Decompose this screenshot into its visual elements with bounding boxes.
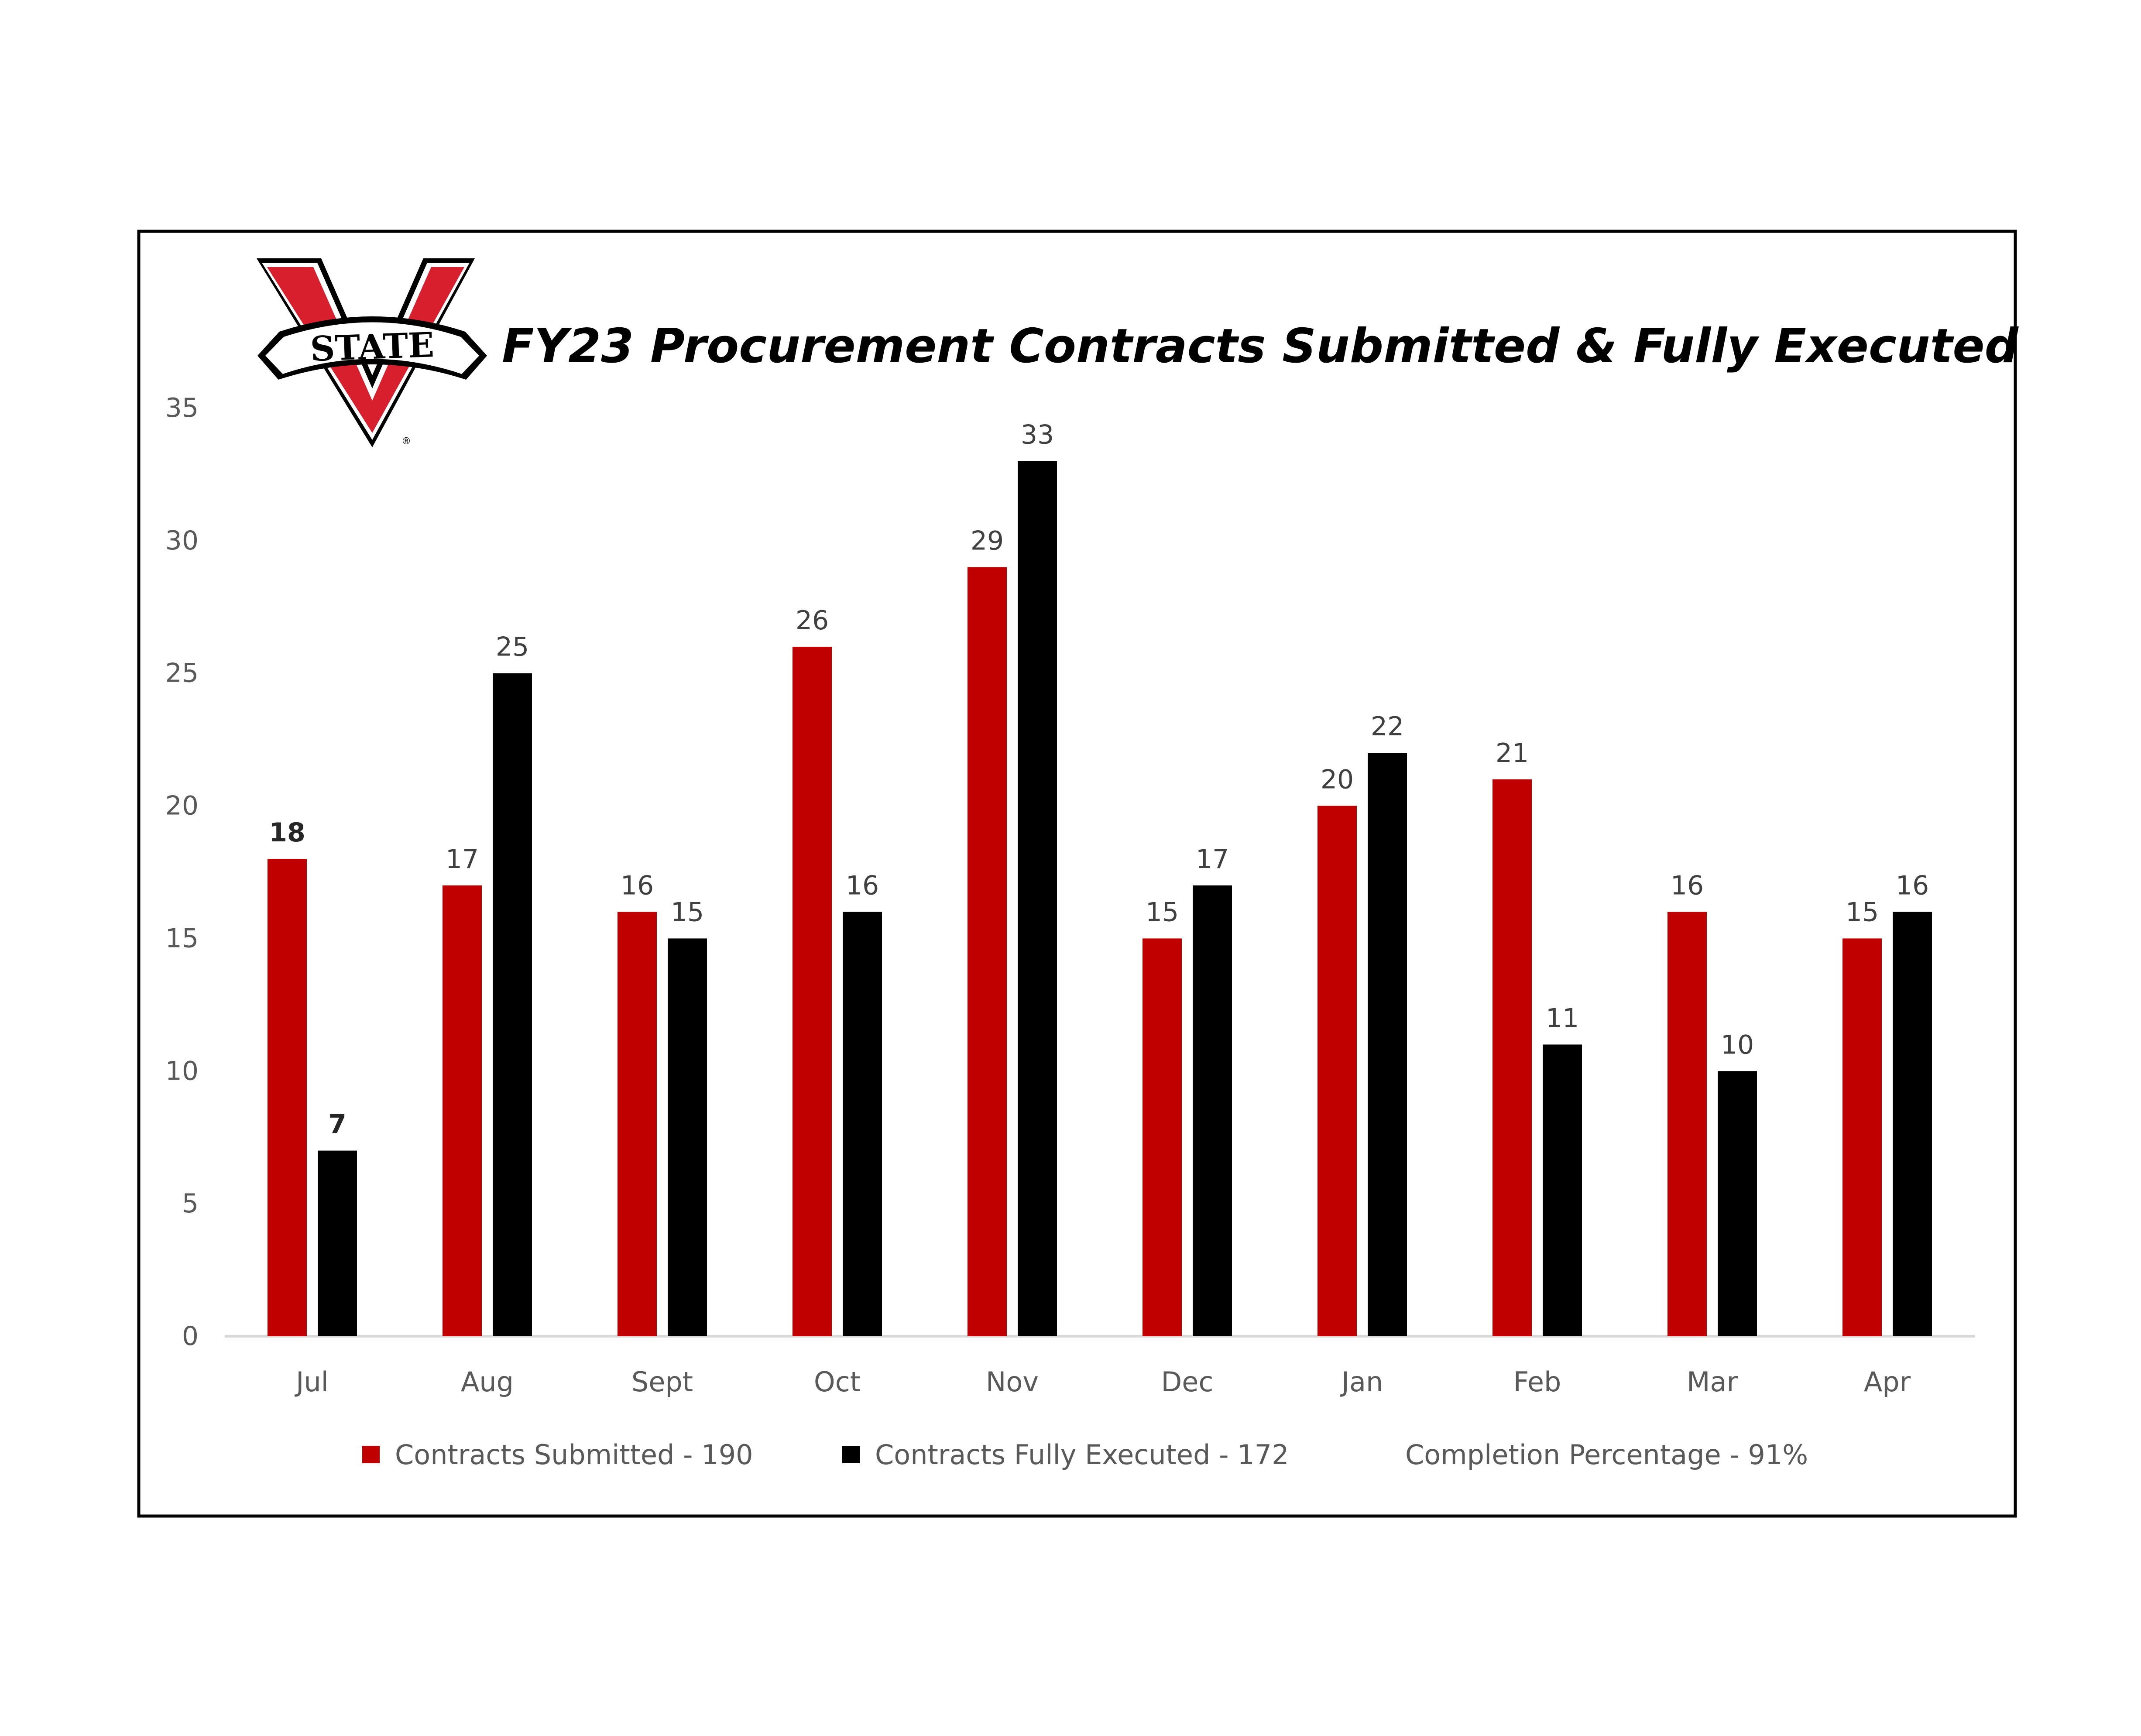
data-label-submitted-aug: 17 bbox=[446, 844, 479, 875]
bars bbox=[268, 461, 1932, 1336]
data-label-submitted-dec: 15 bbox=[1146, 897, 1179, 927]
y-tick-label: 30 bbox=[165, 525, 199, 556]
data-label-submitted-sept: 16 bbox=[621, 871, 654, 901]
value-labels: 18 7 17 25 16 15 26 16 29 33 15 17 20 22 21 11 16 10 15 16 bbox=[269, 420, 1929, 1140]
data-label-executed-sept: 15 bbox=[671, 897, 704, 927]
bar-executed-nov bbox=[1018, 461, 1057, 1336]
x-tick-label-feb: Feb bbox=[1513, 1366, 1561, 1398]
legend: Contracts Submitted - 190 Contracts Full… bbox=[362, 1439, 1808, 1471]
bar-executed-sept bbox=[668, 938, 707, 1336]
data-label-executed-dec: 17 bbox=[1196, 844, 1229, 875]
bar-executed-aug bbox=[493, 673, 532, 1336]
bar-executed-dec bbox=[1193, 885, 1232, 1336]
bar-submitted-sept bbox=[618, 912, 657, 1336]
bar-executed-jul bbox=[318, 1150, 357, 1336]
y-tick-label: 20 bbox=[165, 791, 199, 821]
y-tick-label: 5 bbox=[182, 1188, 199, 1219]
data-label-submitted-jan: 20 bbox=[1321, 765, 1354, 795]
data-label-submitted-nov: 29 bbox=[971, 526, 1004, 556]
x-tick-label-aug: Aug bbox=[461, 1366, 514, 1398]
x-tick-label-mar: Mar bbox=[1687, 1366, 1738, 1398]
data-label-executed-nov: 33 bbox=[1021, 420, 1054, 450]
legend-label-submitted: Contracts Submitted - 190 bbox=[395, 1439, 753, 1471]
data-label-executed-aug: 25 bbox=[496, 632, 529, 662]
category-labels: Jul Aug Sept Oct Nov Dec Jan Feb Mar Apr bbox=[294, 1366, 1911, 1398]
bar-submitted-mar bbox=[1668, 912, 1707, 1336]
bar-executed-apr bbox=[1893, 912, 1932, 1336]
data-label-executed-jul: 7 bbox=[328, 1109, 347, 1140]
y-axis-ticks: 0 5 10 15 20 25 30 35 bbox=[165, 393, 199, 1352]
bar-submitted-dec bbox=[1143, 938, 1182, 1336]
bar-submitted-nov bbox=[968, 567, 1007, 1336]
legend-swatch-executed bbox=[842, 1446, 860, 1463]
data-label-executed-oct: 16 bbox=[846, 871, 879, 901]
y-tick-label: 15 bbox=[165, 923, 199, 954]
y-tick-label: 0 bbox=[182, 1321, 199, 1352]
x-tick-label-sept: Sept bbox=[631, 1366, 693, 1398]
bar-executed-mar bbox=[1718, 1071, 1757, 1336]
x-tick-label-nov: Nov bbox=[986, 1366, 1039, 1398]
x-tick-label-jul: Jul bbox=[294, 1366, 329, 1398]
logo-text: STATE bbox=[309, 325, 435, 369]
data-label-executed-jan: 22 bbox=[1371, 711, 1404, 742]
data-label-executed-mar: 10 bbox=[1721, 1029, 1754, 1060]
x-tick-label-jan: Jan bbox=[1340, 1366, 1383, 1398]
bar-executed-jan bbox=[1368, 753, 1407, 1336]
legend-label-executed: Contracts Fully Executed - 172 bbox=[875, 1439, 1289, 1471]
chart-title: FY23 Procurement Contracts Submitted & F… bbox=[502, 319, 2019, 374]
bar-executed-oct bbox=[843, 912, 882, 1336]
x-tick-label-apr: Apr bbox=[1864, 1366, 1911, 1398]
bar-submitted-jul bbox=[268, 859, 307, 1336]
data-label-submitted-mar: 16 bbox=[1671, 871, 1704, 901]
y-tick-label: 10 bbox=[165, 1056, 199, 1086]
legend-swatch-submitted bbox=[362, 1446, 380, 1463]
bar-submitted-feb bbox=[1493, 779, 1532, 1336]
x-tick-label-dec: Dec bbox=[1161, 1366, 1214, 1398]
v-state-logo: STATE ® bbox=[257, 258, 487, 447]
x-tick-label-oct: Oct bbox=[814, 1366, 861, 1398]
svg-text:®: ® bbox=[401, 436, 411, 447]
data-label-submitted-apr: 15 bbox=[1846, 897, 1879, 927]
bar-submitted-jan bbox=[1318, 806, 1357, 1336]
legend-label-completion: Completion Percentage - 91% bbox=[1405, 1439, 1808, 1471]
bar-submitted-aug bbox=[443, 885, 482, 1336]
bar-submitted-oct bbox=[793, 646, 832, 1336]
y-tick-label: 25 bbox=[165, 658, 199, 689]
data-label-executed-apr: 16 bbox=[1896, 871, 1929, 901]
data-label-submitted-feb: 21 bbox=[1496, 738, 1529, 769]
y-tick-label: 35 bbox=[165, 393, 199, 423]
bar-submitted-apr bbox=[1842, 938, 1882, 1336]
data-label-submitted-oct: 26 bbox=[796, 605, 829, 636]
data-label-submitted-jul: 18 bbox=[269, 817, 305, 848]
bar-executed-feb bbox=[1543, 1044, 1582, 1336]
data-label-executed-feb: 11 bbox=[1546, 1003, 1579, 1034]
